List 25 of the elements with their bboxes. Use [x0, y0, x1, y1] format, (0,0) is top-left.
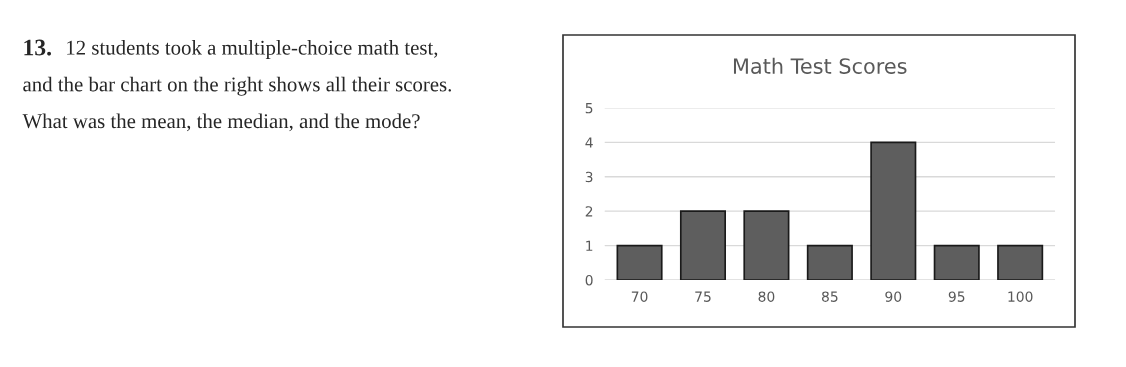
bar	[870, 141, 917, 281]
y-tick-label: 5	[585, 103, 593, 114]
bar	[806, 244, 853, 281]
bar	[616, 244, 663, 281]
bar	[743, 210, 790, 281]
x-tick-label: 75	[695, 291, 711, 302]
x-tick-label: 85	[821, 291, 838, 302]
x-tick-label: 95	[948, 291, 965, 302]
x-tick-label: 90	[885, 291, 902, 302]
x-tick-label: 80	[758, 291, 775, 302]
x-tick-label: 70	[631, 291, 648, 302]
y-tick-label: 1	[586, 240, 593, 251]
y-tick-label: 4	[585, 137, 593, 148]
text: What was the mean, the median, and the mode?	[22, 113, 420, 132]
y-tick-label: 3	[585, 171, 593, 183]
text: and the bar chart on the right shows all their scores.	[23, 76, 451, 96]
text: 12 students took a multiple-choice math test,	[67, 40, 438, 59]
y-tick-label: 2	[585, 206, 593, 217]
text: 13.	[24, 39, 51, 56]
y-tick-label: 0	[585, 274, 593, 286]
chart-title: Math Test Scores	[733, 57, 907, 74]
bar	[679, 210, 727, 281]
bar	[933, 244, 980, 281]
bar	[997, 244, 1044, 281]
x-tick-label: 100	[1008, 291, 1033, 302]
